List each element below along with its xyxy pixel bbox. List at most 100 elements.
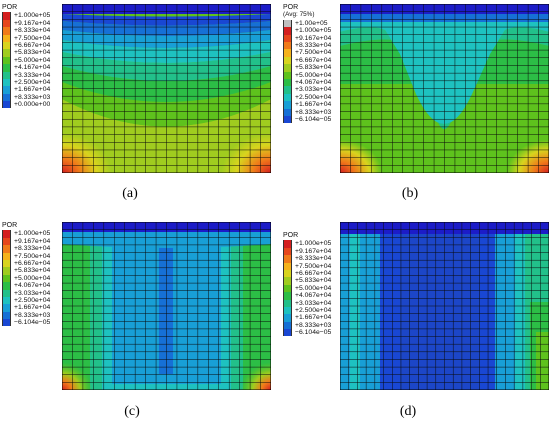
legend-swatch <box>2 296 11 305</box>
legend-label: +8.333e+03 <box>295 321 332 329</box>
legend-swatch <box>2 93 11 102</box>
legend-row: +5.000e+04 <box>283 71 331 79</box>
legend-label: −6.104e−05 <box>14 319 51 327</box>
caption-c: (c) <box>124 404 140 419</box>
legend-label: +2.500e+04 <box>14 78 51 86</box>
legend-row: +9.167e+04 <box>2 237 51 246</box>
legend-label: −6.104e−05 <box>295 329 332 337</box>
legend-swatch <box>2 78 11 87</box>
legend-label: +8.333e+04 <box>295 255 332 263</box>
legend-row: −6.104e−05 <box>283 329 332 337</box>
legend-b: POR (Avg: 75%) +1.00e+05 +1.000e+05 +9.167… <box>283 4 332 124</box>
legend-swatch <box>283 27 292 35</box>
legend-swatch <box>283 269 292 278</box>
legend-label: +7.500e+04 <box>295 49 332 57</box>
legend-d: POR +1.000e+05 +9.167e+04 +8.333e+04 +7.500… <box>283 232 332 337</box>
legend-swatch <box>2 34 11 42</box>
legend-label: −6.104e−05 <box>295 115 332 123</box>
legend-swatch <box>283 284 292 293</box>
legend-label: +2.500e+04 <box>14 296 51 304</box>
legend-swatch <box>283 64 292 72</box>
legend-row: +8.333e+03 <box>2 311 50 320</box>
legend-row: +7.500e+04 <box>283 262 331 270</box>
legend-swatch <box>2 319 11 327</box>
legend-label: +5.833e+04 <box>295 277 332 285</box>
legend-swatch <box>2 49 11 57</box>
legend-label: +2.500e+04 <box>295 93 332 101</box>
legend-swatch <box>2 12 11 20</box>
legend-swatch <box>283 329 292 337</box>
legend-subtitle: (Avg: 75%) <box>283 11 315 19</box>
legend-swatch <box>283 34 292 42</box>
legend-swatch <box>2 64 11 72</box>
legend-row: −6.104e−05 <box>283 115 332 124</box>
legend-label: +4.067e+04 <box>14 282 51 290</box>
legend-swatch <box>283 93 292 102</box>
legend-swatch <box>2 245 11 253</box>
legend-label: +1.000e+05 <box>14 230 51 238</box>
mesh-grid <box>62 222 271 390</box>
legend-row: +8.333e+04 <box>283 41 331 50</box>
legend-label: +8.333e+04 <box>14 245 51 253</box>
legend-label: +0.000e+00 <box>14 101 51 109</box>
legend-label: +2.500e+04 <box>295 306 332 314</box>
legend-swatch <box>283 108 292 116</box>
legend-row: +0.000e+00 <box>2 101 51 109</box>
legend-a: POR +1.000e+05 +9.167e+04 +8.333e+04 +7.500… <box>2 4 51 109</box>
legend-swatch <box>283 41 292 50</box>
legend-label: +9.167e+04 <box>295 34 332 42</box>
legend-swatch <box>283 86 292 94</box>
legend-swatch <box>2 41 11 50</box>
contour-plot-b <box>340 4 549 173</box>
legend-row: +4.167e+04 <box>2 64 50 72</box>
legend-row: +6.667e+04 <box>2 41 50 50</box>
legend-row: +8.333e+04 <box>2 27 50 35</box>
legend-swatch <box>283 101 292 109</box>
legend-swatch <box>283 262 292 270</box>
legend-label: +1.000e+05 <box>295 240 332 248</box>
legend-row: +6.667e+04 <box>283 269 332 278</box>
legend-swatch <box>283 240 292 248</box>
legend-row: +2.500e+04 <box>2 296 51 305</box>
caption-a: (a) <box>122 186 138 201</box>
legend-row: +7.500e+04 <box>283 49 332 57</box>
legend-swatch <box>2 56 11 65</box>
legend-row: +9.167e+04 <box>2 19 50 28</box>
legend-row: +5.833e+04 <box>283 277 332 285</box>
legend-swatch <box>283 255 292 263</box>
legend-row: +4.067e+04 <box>2 282 51 290</box>
legend-row: +2.500e+04 <box>2 78 51 87</box>
legend-label: +1.000e+05 <box>295 27 332 35</box>
legend-swatch <box>283 56 292 65</box>
legend-label: +1.000e+05 <box>14 12 51 20</box>
legend-label: +5.000e+04 <box>14 56 51 64</box>
legend-row: +1.000e+05 <box>283 27 332 35</box>
legend-label: +3.033e+04 <box>14 289 51 297</box>
legend-row: +1.000e+05 <box>283 240 332 248</box>
legend-label: +5.000e+04 <box>14 274 51 282</box>
legend-swatch <box>2 259 11 268</box>
legend-c: POR +1.000e+05 +9.167e+04 +8.333e+04 +7.500… <box>2 222 51 327</box>
legend-row: +3.333e+04 <box>2 71 50 79</box>
legend-label: +3.033e+04 <box>295 299 332 307</box>
legend-label: +3.033e+04 <box>295 86 332 94</box>
caption-b: (b) <box>401 186 419 201</box>
legend-label: +9.167e+04 <box>14 237 51 245</box>
legend-row: +8.333e+03 <box>283 321 332 330</box>
legend-swatch <box>2 289 11 297</box>
legend-row: +8.333e+04 <box>2 245 51 253</box>
legend-swatch <box>2 237 11 246</box>
legend-label: +6.667e+04 <box>295 269 332 277</box>
legend-swatch <box>2 230 11 238</box>
legend-row: +5.000e+04 <box>283 284 331 293</box>
legend-label: +1.667e+04 <box>295 314 332 322</box>
legend-row: +8.333e+04 <box>283 255 332 263</box>
mesh-grid <box>62 4 271 173</box>
legend-row: +5.833e+04 <box>283 64 331 72</box>
legend-swatch <box>283 19 292 28</box>
legend-label: +8.333e+03 <box>14 93 51 101</box>
contour-plot-a <box>62 4 271 173</box>
legend-swatch <box>2 101 11 109</box>
legend-label: +1.667e+04 <box>14 304 51 312</box>
legend-swatch <box>283 321 292 330</box>
